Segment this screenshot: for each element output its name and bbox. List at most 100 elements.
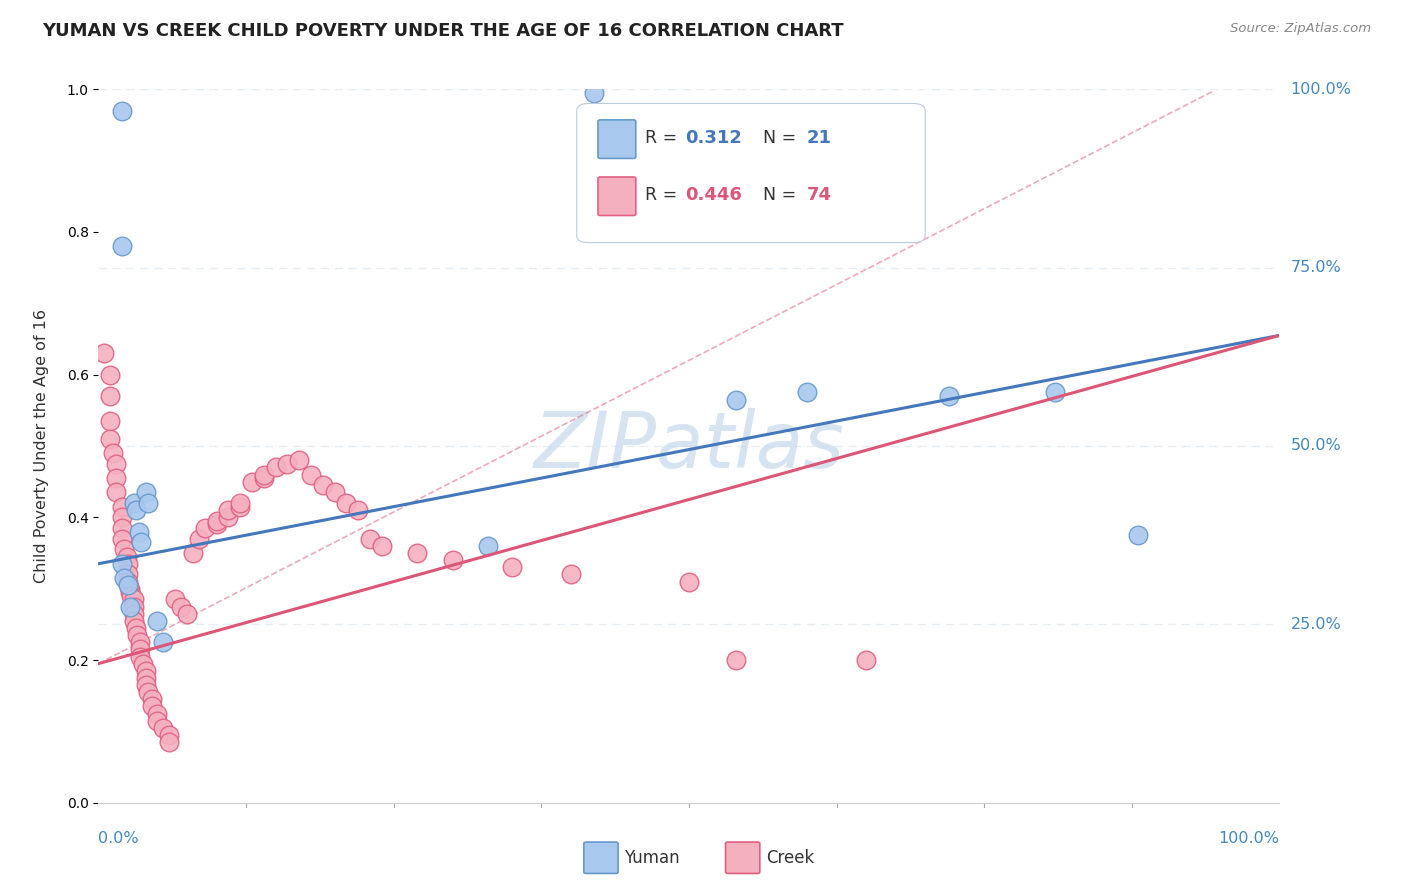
Point	[135, 678, 157, 692]
Point	[217, 503, 239, 517]
Text: 0.312: 0.312	[685, 128, 742, 146]
Text: 50.0%: 50.0%	[1291, 439, 1341, 453]
Point	[132, 657, 155, 671]
Point	[136, 496, 159, 510]
Point	[120, 582, 142, 596]
Point	[359, 532, 381, 546]
Text: Yuman: Yuman	[624, 849, 679, 867]
Point	[98, 414, 121, 428]
Point	[477, 539, 499, 553]
Point	[165, 592, 187, 607]
Point	[128, 649, 150, 664]
Point	[128, 635, 150, 649]
Point	[855, 653, 877, 667]
Point	[98, 432, 121, 446]
Point	[501, 560, 523, 574]
Point	[111, 239, 134, 253]
Text: R =: R =	[645, 186, 683, 203]
Point	[152, 635, 174, 649]
Point	[205, 514, 228, 528]
Point	[135, 671, 157, 685]
Text: 100.0%: 100.0%	[1219, 830, 1279, 846]
Text: Source: ZipAtlas.com: Source: ZipAtlas.com	[1230, 22, 1371, 36]
Text: 75.0%: 75.0%	[1291, 260, 1341, 275]
Point	[146, 614, 169, 628]
Point	[157, 728, 180, 742]
Point	[1126, 528, 1149, 542]
Point	[135, 664, 157, 678]
Point	[288, 453, 311, 467]
Point	[796, 385, 818, 400]
Text: 74: 74	[807, 186, 832, 203]
Point	[117, 557, 139, 571]
Point	[152, 721, 174, 735]
Point	[121, 589, 143, 603]
Point	[335, 496, 357, 510]
Text: YUMAN VS CREEK CHILD POVERTY UNDER THE AGE OF 16 CORRELATION CHART: YUMAN VS CREEK CHILD POVERTY UNDER THE A…	[42, 22, 844, 40]
Point	[111, 521, 134, 535]
Point	[725, 392, 748, 407]
Point	[125, 503, 148, 517]
Point	[146, 706, 169, 721]
Point	[111, 103, 134, 118]
FancyBboxPatch shape	[725, 842, 759, 873]
Point	[112, 571, 135, 585]
Point	[312, 478, 335, 492]
Point	[128, 524, 150, 539]
Point	[122, 496, 145, 510]
Point	[98, 368, 121, 382]
Point	[253, 471, 276, 485]
Point	[122, 592, 145, 607]
Point	[406, 546, 429, 560]
Point	[117, 567, 139, 582]
Point	[117, 574, 139, 589]
Point	[441, 553, 464, 567]
Point	[135, 485, 157, 500]
Text: Child Poverty Under the Age of 16: Child Poverty Under the Age of 16	[34, 309, 49, 583]
Point	[122, 599, 145, 614]
Point	[112, 542, 135, 557]
Point	[128, 642, 150, 657]
Point	[170, 599, 193, 614]
Point	[111, 532, 134, 546]
Point	[117, 578, 139, 592]
Point	[111, 557, 134, 571]
Point	[111, 500, 134, 514]
Point	[141, 699, 163, 714]
Point	[264, 460, 287, 475]
Point	[101, 446, 124, 460]
FancyBboxPatch shape	[598, 120, 636, 159]
Point	[181, 546, 204, 560]
Point	[678, 574, 700, 589]
Point	[229, 496, 252, 510]
Point	[276, 457, 298, 471]
Point	[120, 599, 142, 614]
Point	[299, 467, 322, 482]
Point	[141, 692, 163, 706]
Point	[111, 510, 134, 524]
Point	[98, 389, 121, 403]
Point	[125, 621, 148, 635]
Point	[176, 607, 198, 621]
Point	[127, 628, 149, 642]
Point	[217, 510, 239, 524]
FancyBboxPatch shape	[576, 103, 925, 243]
Text: 0.0%: 0.0%	[98, 830, 139, 846]
Point	[105, 457, 128, 471]
Point	[187, 532, 209, 546]
Point	[560, 567, 582, 582]
Point	[146, 714, 169, 728]
Text: ZIPatlas: ZIPatlas	[533, 408, 845, 484]
Point	[583, 86, 606, 100]
Point	[93, 346, 115, 360]
Text: 25.0%: 25.0%	[1291, 617, 1341, 632]
Point	[253, 467, 276, 482]
Text: 21: 21	[807, 128, 832, 146]
FancyBboxPatch shape	[598, 177, 636, 216]
Text: 0.446: 0.446	[685, 186, 742, 203]
Point	[115, 549, 138, 564]
Point	[194, 521, 217, 535]
Point	[122, 614, 145, 628]
Text: R =: R =	[645, 128, 683, 146]
Point	[371, 539, 394, 553]
